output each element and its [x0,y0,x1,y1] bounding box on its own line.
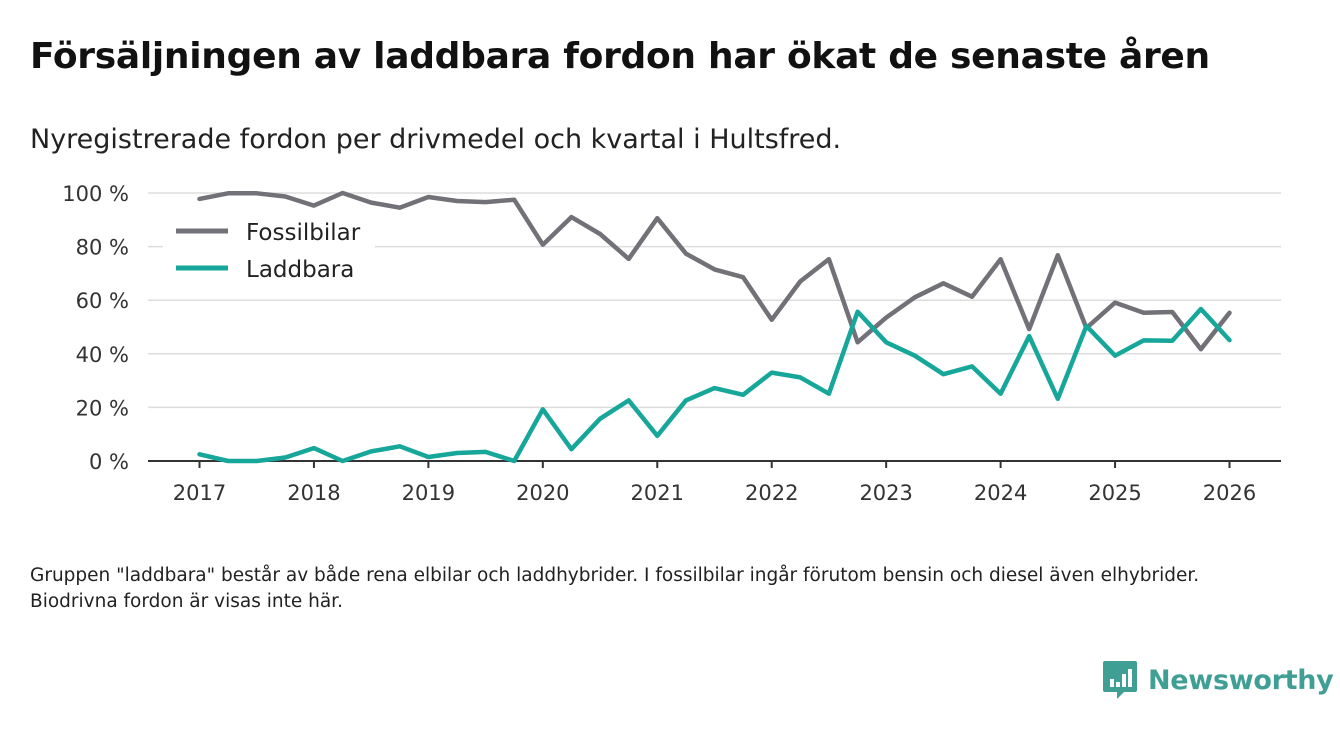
x-tick-label: 2020 [516,481,569,505]
x-tick-label: 2019 [402,481,455,505]
legend-background [163,208,375,292]
series-lines [197,190,1232,464]
y-tick-label: 0 % [89,450,129,474]
legend-label-fossilbilar: Fossilbilar [246,220,361,246]
x-tick-label: 2024 [974,481,1027,505]
y-tick-label: 80 % [76,236,129,260]
legend-label-laddbara: Laddbara [246,257,354,283]
x-tick-label: 2022 [745,481,798,505]
footnote: Gruppen "laddbara" består av både rena e… [30,565,1200,612]
series-line-fossilbilar [197,190,1232,352]
y-tick-label: 100 % [62,182,129,206]
x-tick-label: 2018 [287,481,340,505]
brand-name: Newsworthy [1148,664,1334,696]
series-line-laddbara [197,306,1232,464]
y-tick-label: 60 % [76,289,129,313]
x-tick-label: 2017 [173,481,226,505]
y-tick-label: 20 % [76,396,129,420]
x-tick-label: 2023 [859,481,912,505]
chart-subtitle: Nyregistrerade fordon per drivmedel och … [30,124,842,155]
x-tick-label: 2025 [1088,481,1141,505]
x-tick-label: 2021 [631,481,684,505]
x-axis-ticks: 2017 2018 2019 2020 2021 2022 2023 2024 2025 2026 [173,461,1256,505]
newsworthy-logo-icon [1103,661,1137,699]
brand-logo[interactable]: Newsworthy [1102,660,1334,700]
chart-title: Försäljningen av laddbara fordon har öka… [30,36,1210,77]
y-axis-ticks: 0 % 20 % 40 % 60 % 80 % 100 % [62,182,129,474]
x-tick-label: 2026 [1203,481,1256,505]
legend: Fossilbilar Laddbara [163,208,375,292]
y-tick-label: 40 % [76,343,129,367]
